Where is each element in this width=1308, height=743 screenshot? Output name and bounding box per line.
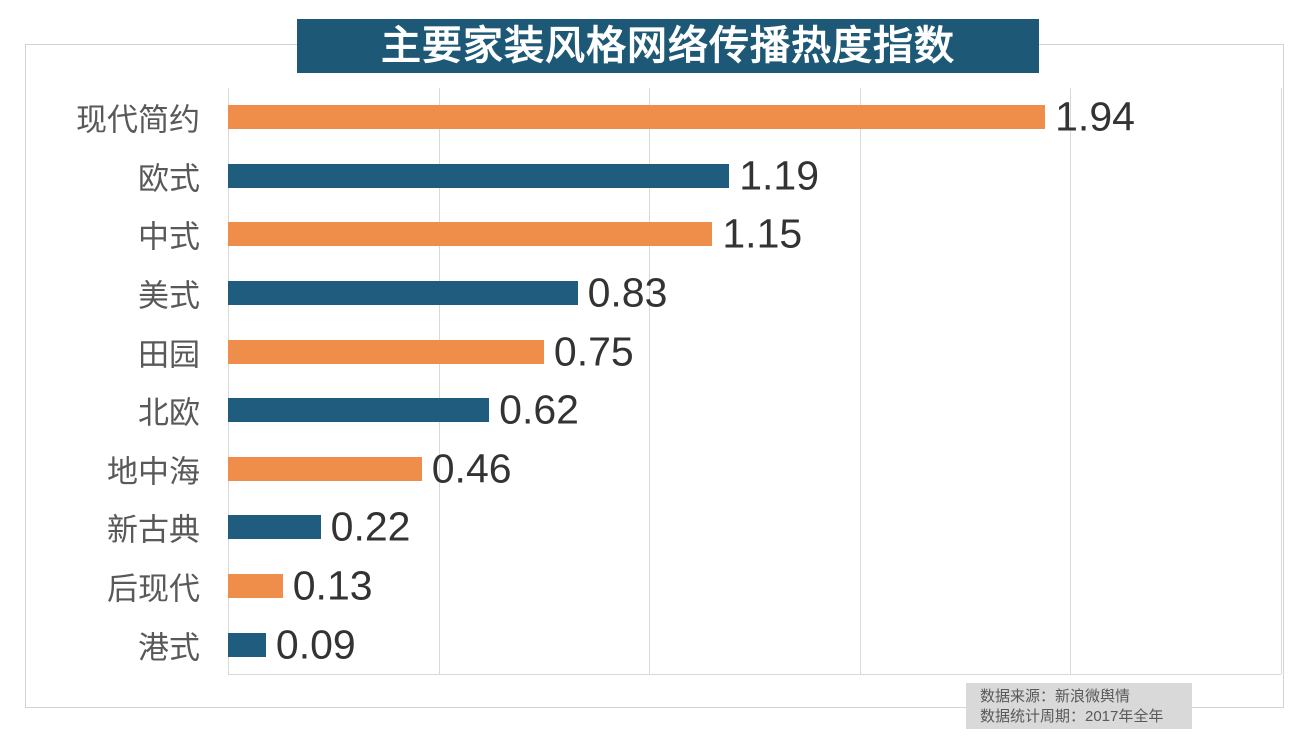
value-label: 1.19 [739, 152, 820, 199]
bar [228, 632, 266, 657]
category-label: 港式 [138, 630, 200, 666]
plot-area [228, 88, 1282, 675]
bar [228, 339, 544, 364]
source-note: 数据来源：新浪微舆情 数据统计周期：2017年全年 [966, 683, 1192, 729]
chart-row: 田园 0.75 [0, 322, 1308, 381]
chart-row: 新古典 0.22 [0, 498, 1308, 557]
value-label: 0.22 [330, 503, 411, 550]
value-label: 0.62 [499, 386, 579, 433]
bar [228, 574, 283, 599]
chart-row: 欧式 1.19 [0, 147, 1308, 206]
chart-row: 美式 0.83 [0, 264, 1308, 323]
chart-row: 地中海 0.46 [0, 440, 1308, 499]
category-label: 后现代 [107, 571, 200, 607]
gridline [649, 88, 651, 674]
source-note-line-2: 数据统计周期：2017年全年 [980, 708, 1164, 725]
gridline [438, 88, 440, 674]
category-label: 田园 [138, 337, 200, 373]
category-label: 美式 [138, 278, 200, 314]
category-label: 北欧 [138, 395, 200, 431]
value-label: 0.83 [587, 269, 668, 316]
category-label: 欧式 [138, 161, 200, 197]
bar [228, 222, 713, 247]
value-label: 0.13 [292, 562, 373, 609]
gridline [1070, 88, 1072, 674]
value-label: 0.46 [431, 445, 512, 492]
chart-title: 主要家装风格网络传播热度指数 [381, 24, 955, 68]
chart-title-banner: 主要家装风格网络传播热度指数 [297, 19, 1039, 73]
bar [228, 398, 490, 423]
value-label: 1.94 [1055, 93, 1135, 140]
chart-row: 后现代 0.13 [0, 557, 1308, 616]
bar [228, 163, 730, 188]
bar [228, 281, 578, 306]
chart-row: 港式 0.09 [0, 615, 1308, 674]
source-note-line-1: 数据来源：新浪微舆情 [980, 688, 1131, 705]
bar [228, 105, 1046, 130]
gridline [228, 88, 229, 674]
value-label: 0.75 [553, 328, 634, 375]
category-label: 中式 [138, 219, 200, 255]
chart-row: 北欧 0.62 [0, 381, 1308, 440]
value-label: 1.15 [722, 210, 803, 257]
chart-row: 现代简约 1.94 [0, 88, 1308, 147]
gridline [859, 88, 861, 674]
category-label: 新古典 [107, 512, 200, 548]
gridline [1281, 88, 1282, 674]
chart-row: 中式 1.15 [0, 205, 1308, 264]
bar [228, 456, 422, 481]
category-label: 地中海 [107, 454, 200, 490]
category-label: 现代简约 [76, 102, 200, 138]
bar [228, 515, 321, 540]
value-label: 0.09 [275, 621, 356, 668]
